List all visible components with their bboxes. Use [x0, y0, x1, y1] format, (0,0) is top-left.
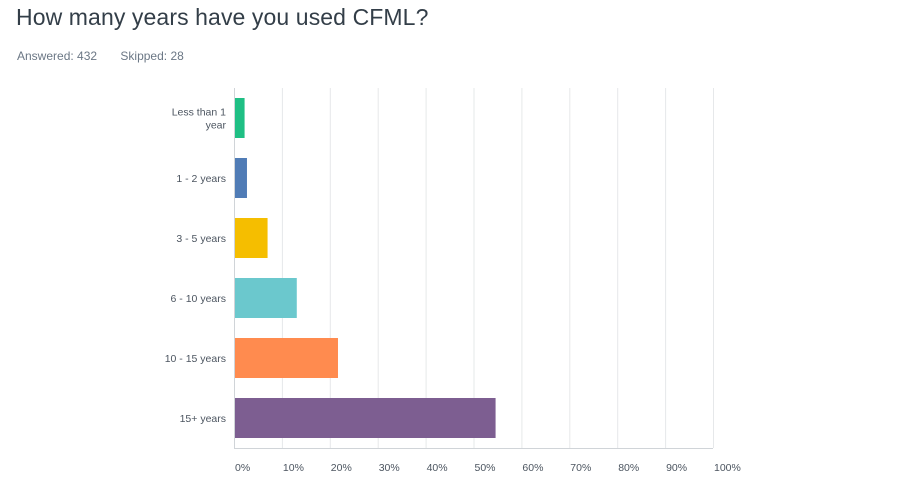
category-label: 10 - 15 years: [165, 353, 226, 365]
x-tick-label: 80%: [618, 462, 639, 474]
category-label: 1 - 2 years: [176, 173, 226, 185]
response-stats: Answered: 432 Skipped: 28: [17, 49, 204, 63]
category-label: 3 - 5 years: [176, 233, 226, 245]
skipped-count: Skipped: 28: [120, 49, 184, 63]
bar[interactable]: [235, 278, 297, 318]
x-tick-label: 90%: [666, 462, 687, 474]
x-tick-label: 100%: [714, 462, 741, 474]
bar[interactable]: [235, 338, 338, 378]
category-label: year: [206, 120, 227, 132]
x-tick-label: 50%: [475, 462, 496, 474]
x-tick-label: 70%: [570, 462, 591, 474]
bar[interactable]: [235, 98, 245, 138]
x-tick-label: 30%: [379, 462, 400, 474]
bar[interactable]: [235, 218, 268, 258]
category-label: 6 - 10 years: [171, 293, 226, 305]
x-tick-label: 20%: [331, 462, 352, 474]
category-label: 15+ years: [180, 413, 226, 425]
x-tick-label: 40%: [427, 462, 448, 474]
answered-count: Answered: 432: [17, 49, 98, 63]
x-tick-label: 10%: [283, 462, 304, 474]
bar[interactable]: [235, 398, 496, 438]
x-tick-label: 60%: [522, 462, 543, 474]
bar[interactable]: [235, 158, 247, 198]
page-title: How many years have you used CFML?: [16, 4, 429, 30]
category-label: Less than 1: [172, 107, 226, 119]
x-tick-label: 0%: [235, 462, 250, 474]
